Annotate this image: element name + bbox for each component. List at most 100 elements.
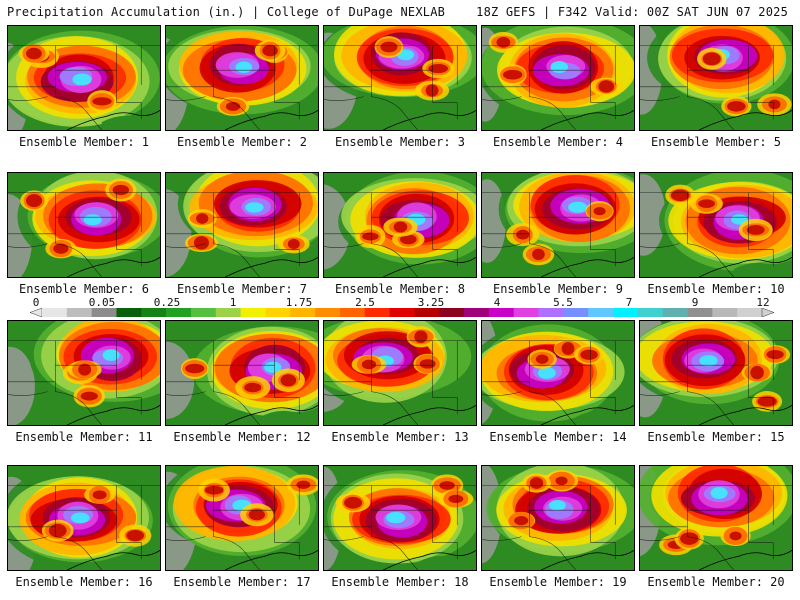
precipitation-map: [482, 321, 634, 425]
colorbar-swatch: [687, 308, 713, 317]
ensemble-member-label: Ensemble Member: 8: [334, 282, 466, 296]
precipitation-map: [640, 466, 792, 570]
precipitation-map: [8, 466, 160, 570]
colorbar-swatch: [563, 308, 589, 317]
colorbar-swatch: [488, 308, 515, 317]
colorbar-swatch: [364, 308, 390, 317]
precipitation-map: [8, 321, 160, 425]
ensemble-member-map: [639, 25, 793, 131]
ensemble-member-label: Ensemble Member: 16: [15, 575, 153, 589]
precipitation-map: [8, 173, 160, 277]
ensemble-member-map: [323, 465, 477, 571]
ensemble-member-map: [481, 25, 635, 131]
colorbar-tick-label: 1.75: [285, 296, 313, 309]
precipitation-map: [166, 173, 318, 277]
precipitation-map: [640, 173, 792, 277]
ensemble-member-label: Ensemble Member: 4: [492, 135, 624, 149]
colorbar-swatch: [588, 308, 614, 317]
ensemble-member-map: [7, 465, 161, 571]
colorbar-swatch: [166, 308, 192, 317]
colorbar-swatch: [389, 308, 415, 317]
ensemble-member-map: [639, 465, 793, 571]
precipitation-map: [640, 321, 792, 425]
ensemble-member-label: Ensemble Member: 3: [334, 135, 466, 149]
ensemble-member-map: [323, 25, 477, 131]
colorbar-tick-labels: 0 0.05 0.25 1 1.75 2.5 3.25 4 5.5 7 9 12: [0, 296, 800, 309]
precipitation-colorbar: [30, 308, 774, 317]
precipitation-map: [640, 26, 792, 130]
precipitation-map: [324, 466, 476, 570]
colorbar-swatch: [190, 308, 217, 317]
colorbar-tick-label: 2.5: [355, 296, 375, 309]
ensemble-member-label: Ensemble Member: 10: [647, 282, 785, 296]
ensemble-member-map: [165, 172, 319, 278]
precipitation-map: [482, 26, 634, 130]
map-title: Precipitation Accumulation (in.) | Colle…: [7, 5, 446, 19]
ensemble-member-map: [323, 172, 477, 278]
colorbar-swatch: [613, 308, 639, 317]
colorbar-swatch: [42, 308, 68, 317]
precipitation-map: [324, 173, 476, 277]
colorbar-swatch: [141, 308, 167, 317]
colorbar-tick-label: 4: [493, 296, 501, 309]
colorbar-arrow-left: [30, 308, 43, 317]
colorbar-swatch: [290, 308, 316, 317]
ensemble-member-map: [7, 25, 161, 131]
ensemble-member-map: [323, 320, 477, 426]
ensemble-member-map: [7, 320, 161, 426]
precipitation-map: [324, 26, 476, 130]
colorbar-tick-label: 12: [756, 296, 770, 309]
ensemble-member-label: Ensemble Member: 7: [176, 282, 308, 296]
colorbar-swatch: [637, 308, 663, 317]
colorbar-swatch: [513, 308, 539, 317]
colorbar-tick-label: 0: [32, 296, 40, 309]
colorbar-tick-label: 0.25: [153, 296, 181, 309]
precipitation-map: [324, 321, 476, 425]
ensemble-member-map: [165, 320, 319, 426]
ensemble-member-label: Ensemble Member: 2: [176, 135, 308, 149]
ensemble-member-map: [7, 172, 161, 278]
colorbar-swatch: [215, 308, 241, 317]
ensemble-member-label: Ensemble Member: 18: [331, 575, 469, 589]
colorbar-swatch: [339, 308, 366, 317]
colorbar-swatch: [464, 308, 490, 317]
colorbar-swatch: [66, 308, 92, 317]
ensemble-member-map: [639, 172, 793, 278]
colorbar-swatch: [315, 308, 341, 317]
ensemble-member-label: Ensemble Member: 1: [18, 135, 150, 149]
colorbar-swatch: [265, 308, 291, 317]
colorbar-swatch: [240, 308, 266, 317]
ensemble-member-label: Ensemble Member: 13: [331, 430, 469, 444]
colorbar-swatch: [737, 308, 763, 317]
ensemble-member-label: Ensemble Member: 17: [173, 575, 311, 589]
ensemble-member-label: Ensemble Member: 12: [173, 430, 311, 444]
colorbar-swatch: [538, 308, 564, 317]
precipitation-map: [166, 26, 318, 130]
colorbar-swatch: [116, 308, 142, 317]
ensemble-member-map: [481, 172, 635, 278]
colorbar-tick-label: 9: [691, 296, 699, 309]
ensemble-member-label: Ensemble Member: 9: [492, 282, 624, 296]
precipitation-map: [166, 466, 318, 570]
colorbar-swatch: [712, 308, 738, 317]
colorbar-tick-label: 3.25: [417, 296, 445, 309]
ensemble-member-map: [165, 25, 319, 131]
ensemble-member-label: Ensemble Member: 19: [489, 575, 627, 589]
colorbar-swatch: [91, 308, 117, 317]
ensemble-member-label: Ensemble Member: 5: [650, 135, 782, 149]
model-run-label: 18Z GEFS | F342 Valid: 00Z SAT JUN 07 20…: [476, 5, 788, 19]
ensemble-member-map: [481, 320, 635, 426]
ensemble-member-map: [639, 320, 793, 426]
ensemble-member-label: Ensemble Member: 15: [647, 430, 785, 444]
colorbar-swatch: [414, 308, 440, 317]
colorbar-swatch: [662, 308, 688, 317]
precipitation-map: [482, 173, 634, 277]
precipitation-map: [8, 26, 160, 130]
colorbar-tick-label: 7: [625, 296, 633, 309]
ensemble-member-label: Ensemble Member: 20: [647, 575, 785, 589]
colorbar-tick-label: 5.5: [553, 296, 573, 309]
precipitation-map: [166, 321, 318, 425]
ensemble-member-label: Ensemble Member: 11: [15, 430, 153, 444]
ensemble-member-map: [165, 465, 319, 571]
colorbar-tick-label: 0.05: [88, 296, 116, 309]
